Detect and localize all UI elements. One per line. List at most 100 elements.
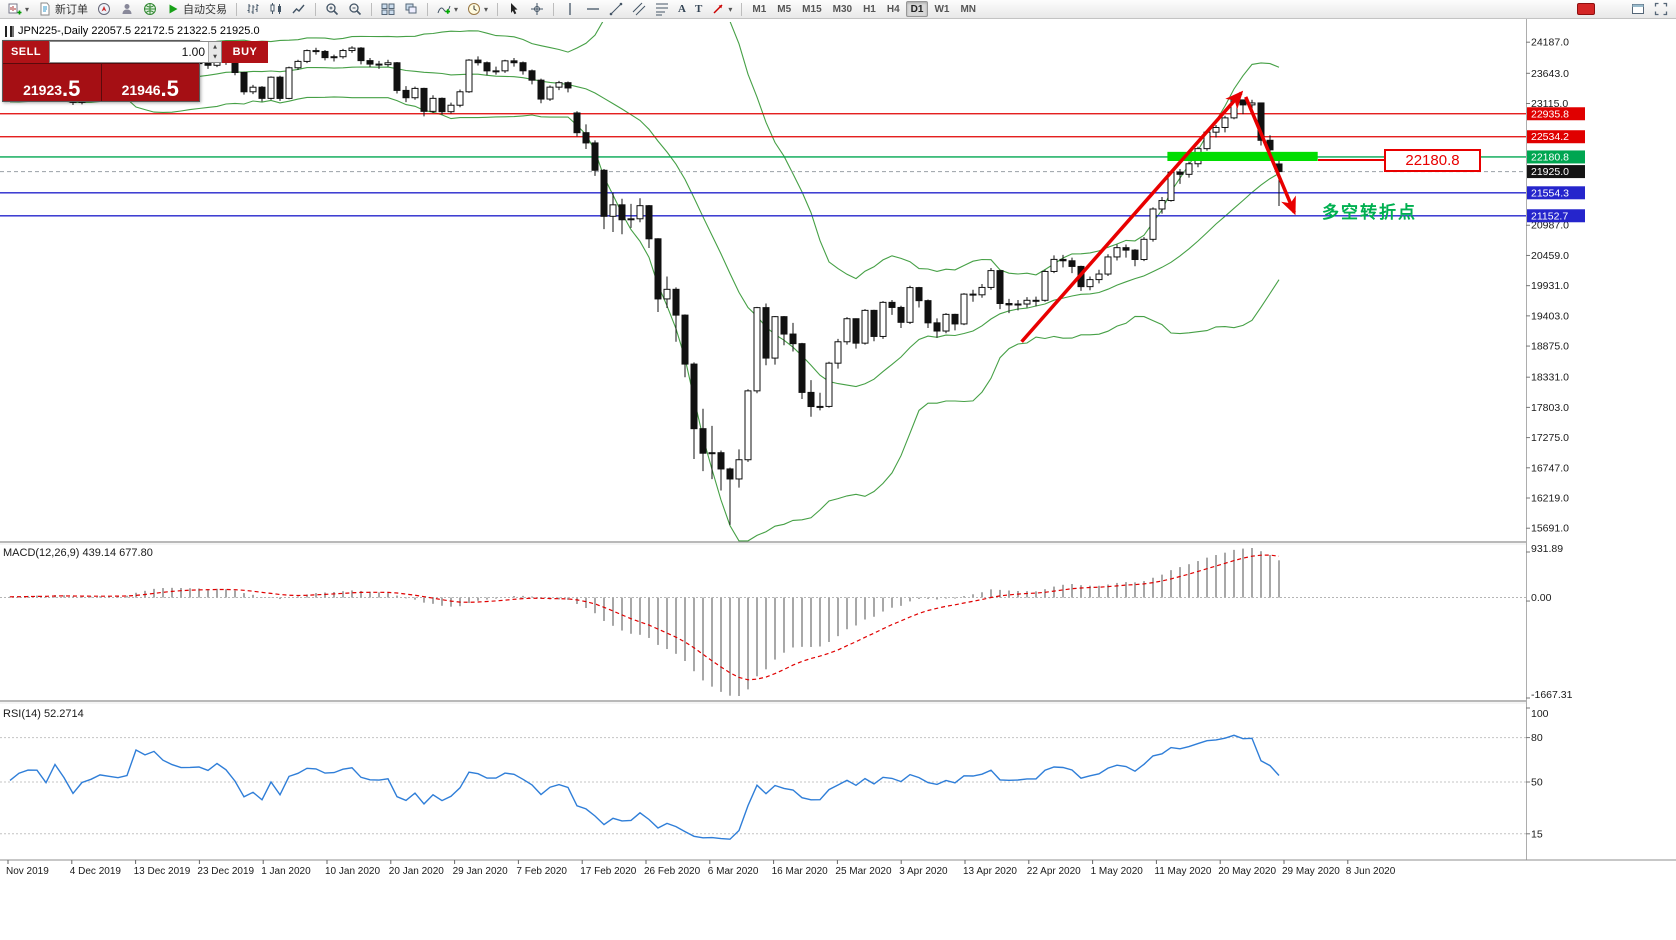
cascade-windows-icon — [405, 3, 417, 14]
svg-text:23115.0: 23115.0 — [1531, 98, 1568, 110]
vertical-line-tool-button[interactable] — [559, 1, 581, 18]
timeframe-m1[interactable]: M1 — [747, 1, 771, 17]
cursor-icon — [511, 3, 518, 15]
svg-text:20987.0: 20987.0 — [1531, 220, 1569, 232]
candlestick-chart-button[interactable] — [265, 1, 287, 18]
cursor-tool-button[interactable] — [503, 1, 525, 18]
svg-text:18331.0: 18331.0 — [1531, 372, 1569, 384]
bar-chart-button[interactable] — [242, 1, 264, 18]
fibonacci-tool-button[interactable] — [651, 1, 673, 18]
play-icon — [169, 4, 178, 14]
mql-wizard-button[interactable] — [93, 1, 115, 18]
indicators-button[interactable] — [433, 1, 462, 18]
timeframe-m5[interactable]: M5 — [772, 1, 796, 17]
chart-tab-icon — [5, 25, 14, 37]
panel-separators[interactable] — [0, 541, 1676, 704]
volume-up-button[interactable] — [209, 42, 221, 52]
zoom-out-icon — [349, 3, 362, 16]
svg-text:-1667.31: -1667.31 — [1531, 689, 1573, 701]
alert-status-button[interactable] — [1573, 1, 1599, 18]
svg-text:22 Apr 2020: 22 Apr 2020 — [1027, 866, 1081, 877]
timeframe-h4[interactable]: H4 — [882, 1, 905, 17]
text-tool-button[interactable]: A — [674, 1, 690, 18]
toolbar-separator — [741, 2, 743, 16]
zoom-out-button[interactable] — [344, 1, 366, 18]
text-label-tool-button[interactable]: T — [691, 1, 706, 18]
periods-button[interactable] — [463, 1, 492, 18]
svg-text:11 May 2020: 11 May 2020 — [1154, 866, 1212, 877]
svg-text:25 Mar 2020: 25 Mar 2020 — [835, 866, 892, 877]
order-document-icon — [40, 2, 50, 16]
svg-text:20 Jan 2020: 20 Jan 2020 — [389, 866, 444, 877]
new-order-label: 新订单 — [55, 4, 89, 16]
bollinger-bands — [9, 22, 1280, 542]
svg-text:19403.0: 19403.0 — [1531, 310, 1569, 322]
svg-text:1 Jan 2020: 1 Jan 2020 — [261, 866, 311, 877]
sell-price-panel[interactable]: 21923.5 — [3, 64, 101, 101]
autotrading-label: 自动交易 — [183, 4, 228, 16]
dropdown-caret — [25, 3, 29, 15]
cascade-windows-button[interactable] — [400, 1, 422, 18]
price-scale[interactable]: 24187.0 23643.0 23115.0 20987.0 20459.0 19931… — [1526, 19, 1676, 860]
turning-point-label[interactable]: 多空转折点 — [1322, 203, 1417, 222]
timeframe-d1[interactable]: D1 — [905, 1, 929, 17]
timeframe-m15[interactable]: M15 — [797, 1, 826, 17]
bar-chart-icon — [247, 4, 259, 14]
line-chart-button[interactable] — [288, 1, 310, 18]
timeframe-mn[interactable]: MN — [955, 1, 981, 17]
crosshair-tool-button[interactable] — [526, 1, 548, 18]
svg-text:21152.7: 21152.7 — [1531, 210, 1568, 222]
compass-icon — [98, 3, 111, 15]
horizontal-line-tool-button[interactable] — [582, 1, 604, 18]
chart-title-text: JPN225-,Daily 22057.5 22172.5 21322.5 21… — [18, 25, 260, 37]
svg-text:21554.3: 21554.3 — [1531, 187, 1569, 199]
chart-canvas[interactable]: 24187.0 23643.0 23115.0 20987.0 20459.0 19931… — [0, 19, 1676, 940]
horizontal-lines[interactable] — [0, 113, 1526, 217]
sell-button[interactable]: SELL — [3, 41, 49, 63]
fibonacci-icon — [656, 3, 669, 16]
volume-input[interactable] — [50, 42, 208, 62]
time-axis[interactable]: Nov 2019 4 Dec 2019 13 Dec 2019 23 Dec 2019… — [0, 859, 1676, 877]
zoom-in-icon — [326, 3, 339, 16]
buy-button[interactable]: BUY — [222, 41, 268, 63]
buy-price-panel[interactable]: 21946.5 — [101, 64, 199, 101]
support-zone-rectangle[interactable] — [1167, 151, 1318, 162]
vertical-line-icon — [569, 3, 571, 15]
macd-panel — [0, 548, 1526, 696]
zoom-in-button[interactable] — [321, 1, 343, 18]
toolbar-separator — [371, 2, 373, 16]
text-tool-icon: A — [678, 3, 686, 15]
volume-field — [49, 41, 222, 63]
new-order-button[interactable]: 新订单 — [34, 1, 92, 18]
timeframe-w1[interactable]: W1 — [929, 1, 954, 17]
community-button[interactable] — [139, 1, 161, 18]
person-icon — [122, 4, 132, 14]
chart-window[interactable]: 24187.0 23643.0 23115.0 20987.0 20459.0 19931… — [0, 19, 1676, 940]
arrow-object-icon — [713, 4, 723, 14]
new-chart-button[interactable] — [4, 1, 33, 18]
svg-text:26 Feb 2020: 26 Feb 2020 — [644, 866, 701, 877]
dock-window-button[interactable] — [1627, 1, 1649, 18]
trend-arrows[interactable] — [1020, 90, 1296, 343]
timeframe-m30[interactable]: M30 — [828, 1, 857, 17]
svg-text:16219.0: 16219.0 — [1531, 493, 1569, 505]
price-callout[interactable]: 22180.8 — [1384, 149, 1481, 172]
arrows-tool-button[interactable] — [707, 1, 736, 18]
full-screen-button[interactable] — [1650, 1, 1672, 18]
equidistant-channel-icon — [632, 2, 646, 16]
macd-indicator-label: MACD(12,26,9) 439.14 677.80 — [3, 547, 153, 559]
svg-text:13 Apr 2020: 13 Apr 2020 — [963, 866, 1017, 877]
candles-layer — [6, 46, 1283, 525]
tile-windows-button[interactable] — [377, 1, 399, 18]
svg-text:21925.0: 21925.0 — [1531, 166, 1569, 178]
autotrading-button[interactable]: 自动交易 — [162, 1, 231, 18]
full-screen-icon — [1654, 2, 1668, 16]
contacts-button[interactable] — [116, 1, 138, 18]
channel-tool-button[interactable] — [628, 1, 650, 18]
globe-icon — [144, 3, 157, 15]
svg-text:22534.2: 22534.2 — [1531, 131, 1569, 143]
timeframe-h1[interactable]: H1 — [858, 1, 881, 17]
trendline-tool-button[interactable] — [605, 1, 627, 18]
volume-down-button[interactable] — [209, 52, 221, 62]
svg-text:23 Dec 2019: 23 Dec 2019 — [197, 866, 254, 877]
